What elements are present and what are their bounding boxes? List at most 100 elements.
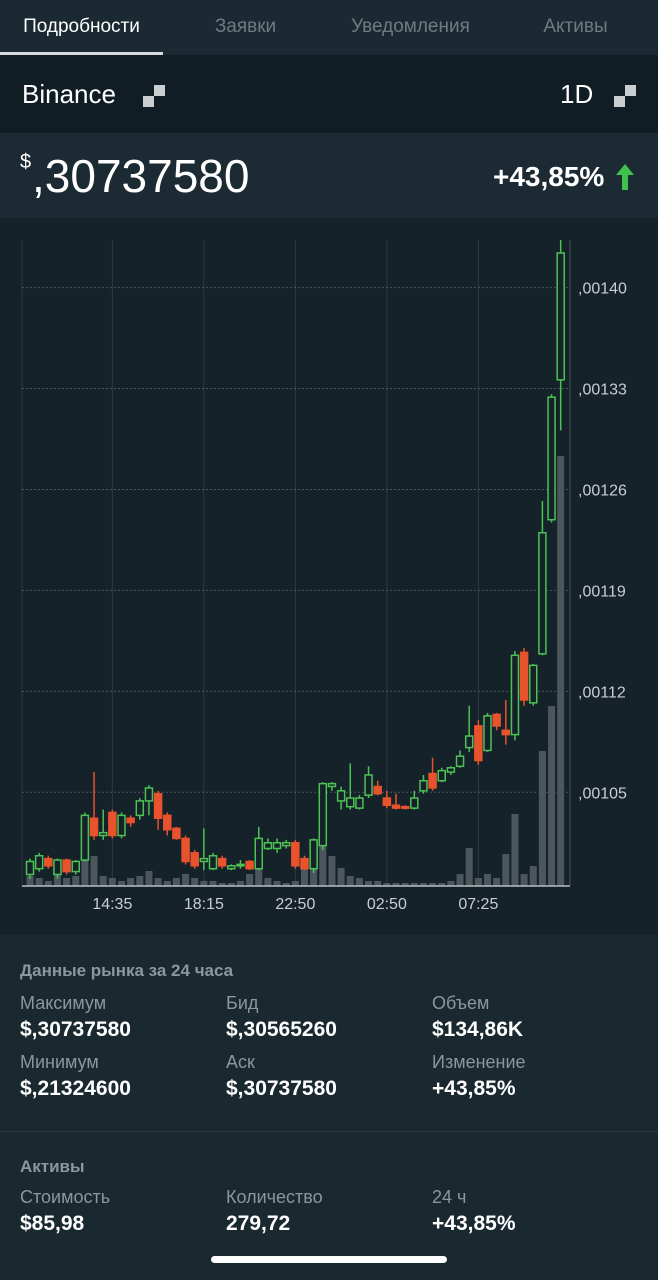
stat-label: Минимум (20, 1052, 99, 1072)
stat-value: $134,86K (432, 1018, 524, 1041)
candle-body (89, 817, 99, 837)
candle-body (108, 811, 117, 837)
volume-bar (163, 881, 171, 886)
stat-label: Стоимость (20, 1187, 111, 1207)
stat-value: +43,85% (432, 1212, 516, 1235)
candle-body (501, 729, 511, 736)
candle-body (199, 857, 209, 863)
candle-body (291, 841, 300, 867)
y-tick-label: ,00105 (578, 785, 627, 802)
expand-icon[interactable] (614, 85, 636, 107)
volume-bar (154, 878, 162, 886)
candle-body (529, 664, 538, 704)
candle-body (437, 769, 446, 782)
candle-body (538, 531, 547, 655)
candle-body (263, 841, 273, 850)
volume-bar (63, 878, 71, 886)
x-tick-label: 07:25 (458, 896, 498, 913)
volume-bar (365, 881, 373, 886)
candle-body (80, 814, 90, 861)
candle-body (391, 804, 401, 809)
stat-value: +43,85% (432, 1077, 516, 1100)
stat: Стоимость $85,98 (20, 1187, 226, 1236)
stat-label: Бид (226, 993, 259, 1013)
y-tick-label: ,00112 (578, 684, 626, 701)
volume-bar (209, 881, 217, 886)
volume-bar (310, 861, 318, 886)
volume-bar (172, 878, 180, 886)
candle-body (245, 860, 254, 870)
tab[interactable]: Уведомления (351, 16, 470, 37)
section-title: Активы (20, 1157, 85, 1176)
candle-body (547, 396, 556, 521)
volume-bar (337, 868, 345, 886)
tab[interactable]: Заявки (214, 16, 277, 37)
volume-bar (236, 881, 244, 886)
interval[interactable]: 1D (560, 79, 594, 109)
tab[interactable]: Подробности (0, 0, 163, 55)
stat-value: $,21324600 (20, 1077, 131, 1100)
candle-body (382, 797, 392, 806)
volume-bar (108, 878, 116, 886)
candle-body (364, 774, 373, 796)
candle-body (135, 800, 145, 817)
stat-value: $85,98 (20, 1212, 85, 1235)
x-tick-label: 02:50 (367, 896, 407, 913)
volume-bar (438, 883, 446, 886)
volume-bar (26, 876, 34, 886)
candle-body (483, 715, 492, 752)
market-grid: Максимум $,30737580 Бид $,30565260 Объем $134… (20, 993, 658, 1101)
candle-body (62, 859, 71, 873)
candle-body (217, 857, 227, 867)
volume-bar (264, 878, 272, 886)
candle-body (464, 735, 474, 749)
stat: Объем $134,86K (432, 993, 638, 1042)
volume-bar (419, 883, 427, 886)
tab[interactable]: Активы (543, 16, 608, 37)
candle-body (34, 854, 44, 870)
volume-bar (99, 876, 107, 886)
volume-bar (35, 878, 43, 886)
volume-bar (328, 856, 336, 886)
candle-body (208, 854, 218, 870)
chart: 14:35 18:15 22:50 02:50 07:25 ,00105 ,00112 ,00… (21, 240, 627, 913)
candle-body (190, 852, 199, 867)
volume-bar (90, 856, 98, 886)
volume-bar (227, 883, 235, 886)
volume-bar (410, 883, 418, 886)
change: +43,85% (493, 161, 605, 192)
volume-bar (447, 881, 455, 886)
volume-bar (118, 881, 125, 886)
tab-bar: Подробности Заявки Уведомления Активы (0, 0, 658, 55)
volume-bar (484, 874, 491, 886)
currency: $ (20, 151, 32, 173)
volume-bar (145, 871, 153, 886)
exchange[interactable]: Binance (22, 79, 116, 109)
stat: Количество 279,72 (226, 1187, 432, 1236)
volume-bar (511, 814, 519, 886)
volume-bar (401, 883, 409, 886)
expand-icon[interactable] (143, 85, 165, 107)
stat: Минимум $,21324600 (20, 1052, 226, 1101)
stat-value: $,30565260 (226, 1018, 337, 1041)
candle-body (44, 857, 53, 867)
x-tick-label: 18:15 (184, 896, 224, 913)
candle-body (181, 837, 190, 863)
y-tick-label: ,00133 (578, 382, 627, 399)
y-tick-label: ,00126 (578, 482, 627, 499)
volume-bar (182, 874, 190, 886)
volume-bar (136, 876, 144, 886)
volume-bar (465, 848, 473, 886)
candle-body (153, 792, 163, 819)
volume-bar (538, 751, 546, 886)
candle-body (53, 859, 62, 876)
stat-label: Максимум (20, 993, 107, 1013)
candle-body (144, 787, 154, 802)
volume-bar (355, 878, 363, 886)
assets-grid: Стоимость $85,98 Количество 279,72 24 ч +43,8… (20, 1187, 658, 1236)
candle-body (25, 860, 35, 876)
volume-bar (548, 706, 556, 886)
candle-body (98, 831, 108, 837)
stat: 24 ч +43,85% (432, 1187, 638, 1236)
volume-bar (374, 881, 382, 886)
